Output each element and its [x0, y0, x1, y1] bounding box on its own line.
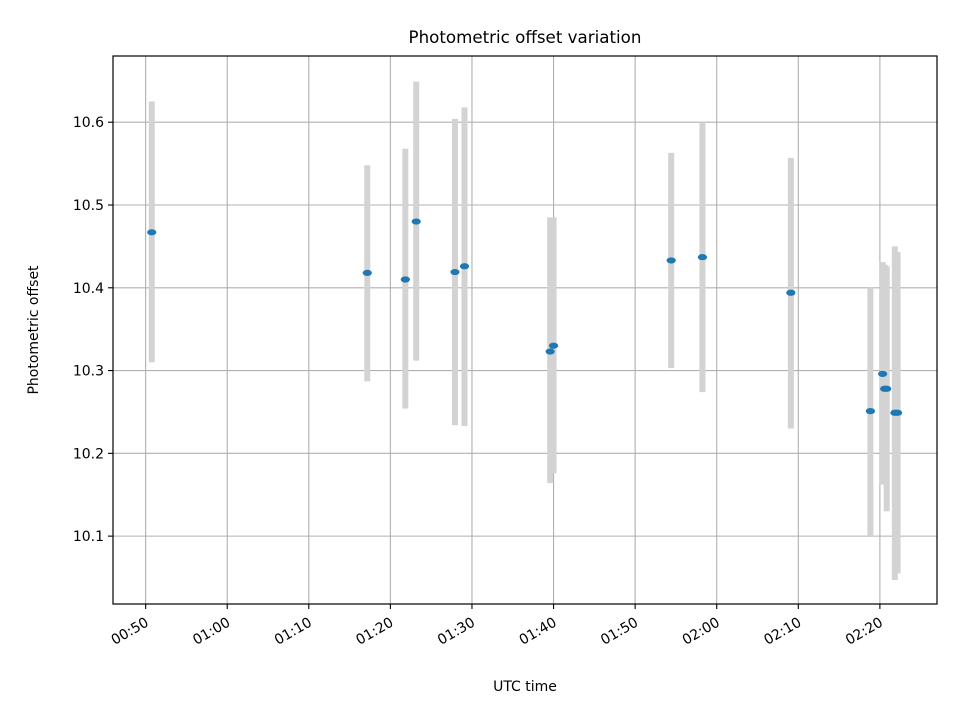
- y-tick-label: 10.4: [73, 281, 104, 297]
- y-axis-label: Photometric offset: [26, 265, 42, 395]
- data-point: [548, 342, 559, 349]
- y-tick-label: 10.5: [73, 198, 104, 214]
- data-point: [666, 257, 676, 264]
- data-point: [147, 229, 157, 236]
- data-point: [450, 268, 460, 276]
- chart-title: Photometric offset variation: [409, 27, 642, 47]
- data-point: [400, 276, 410, 283]
- data-point: [865, 408, 875, 415]
- y-tick-label: 10.1: [73, 529, 104, 545]
- y-tick-label: 10.2: [73, 446, 104, 462]
- y-tick-label: 10.6: [73, 115, 104, 131]
- data-point: [411, 218, 421, 225]
- data-point: [882, 385, 892, 392]
- data-point: [545, 348, 555, 355]
- data-point: [697, 254, 708, 261]
- y-axis-ticks: 10.1 10.2 10.3 10.4 10.5 10.6: [73, 115, 113, 545]
- x-axis-label: UTC time: [493, 679, 557, 695]
- data-point: [786, 289, 796, 296]
- y-tick-label: 10.3: [73, 364, 104, 380]
- data-point: [459, 263, 470, 270]
- data-point: [892, 409, 903, 416]
- data-points: [147, 218, 903, 416]
- data-point: [878, 370, 888, 377]
- plot-area-frame: [112, 55, 938, 605]
- data-point: [362, 269, 372, 276]
